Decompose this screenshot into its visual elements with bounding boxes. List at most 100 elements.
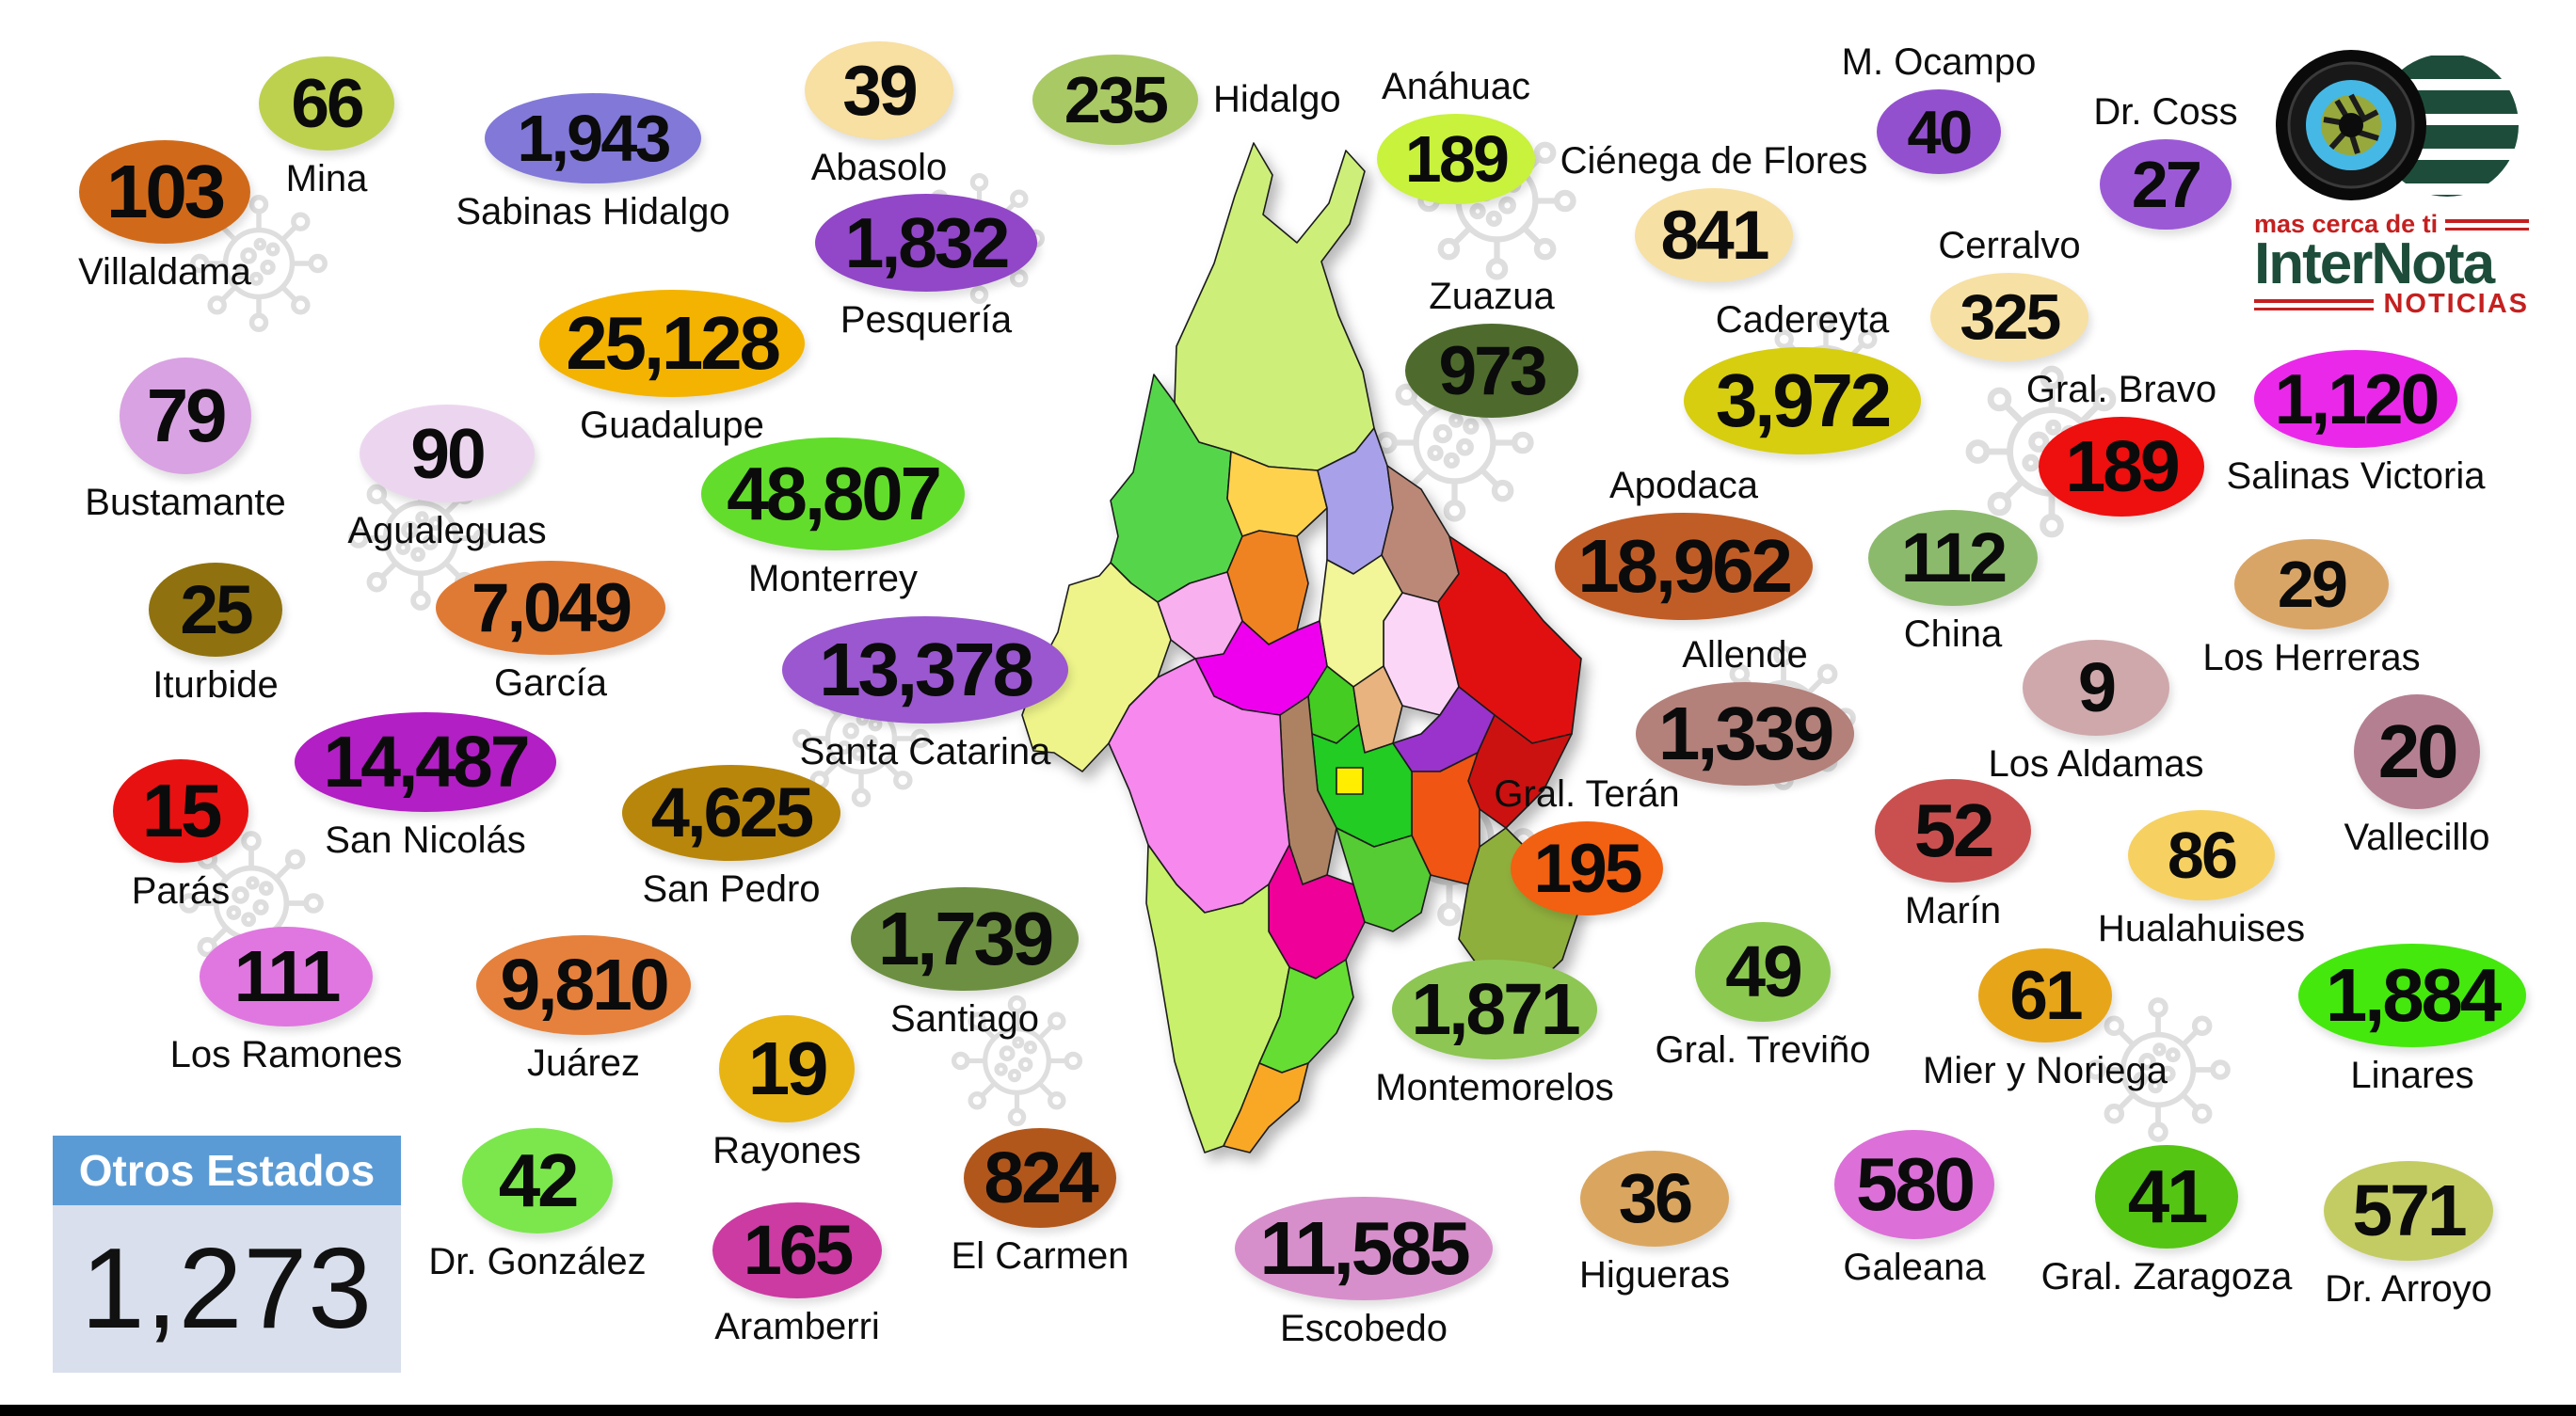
- municipality-bubble: 41 Gral. Zaragoza: [2041, 1145, 2292, 1297]
- case-count: 1,943: [517, 102, 671, 175]
- case-count: 18,962: [1577, 524, 1793, 608]
- case-count: 19: [747, 1026, 829, 1110]
- case-count: 3,972: [1715, 358, 1892, 442]
- internota-logo: mas cerca de ti InterNota NOTICIAS: [2254, 42, 2529, 319]
- municipality-bubble: 19 Rayones: [712, 1015, 861, 1171]
- municipality-label: Galeana: [1843, 1247, 1986, 1288]
- municipality-bubble: 29 Los Herreras: [2202, 539, 2421, 678]
- municipality-bubble: 79 Bustamante: [85, 358, 286, 523]
- case-count: 325: [1960, 281, 2061, 353]
- case-count: 235: [1064, 63, 1169, 136]
- municipality-bubble: 1,943 Sabinas Hidalgo: [456, 93, 730, 232]
- case-count: 1,339: [1657, 692, 1834, 775]
- municipality-label: Gral. Bravo: [2025, 369, 2217, 410]
- municipality-bubble: 1,339 Allende: [1636, 634, 1854, 786]
- municipality-bubble: 13,378 Santa Catarina: [782, 616, 1068, 772]
- case-count: 1,832: [844, 202, 1011, 282]
- municipality-label: Mier y Noriega: [1922, 1050, 2168, 1091]
- municipality-label: Higueras: [1578, 1254, 1731, 1296]
- municipality-bubble: 1,871 Montemorelos: [1375, 960, 1614, 1108]
- municipality-bubble: 1,832 Pesquería: [815, 194, 1037, 341]
- municipality-bubble: 11,585 Escobedo: [1235, 1197, 1493, 1349]
- case-count: 1,739: [877, 897, 1054, 980]
- case-count: 49: [1725, 931, 1803, 1012]
- municipality-label: Los Ramones: [169, 1034, 403, 1075]
- municipality-label: Zuazua: [1429, 276, 1555, 317]
- municipality-label: San Pedro: [642, 868, 821, 910]
- case-count: 25,128: [566, 301, 781, 385]
- municipality-bubble: 14,487 San Nicolás: [295, 712, 556, 861]
- camera-lens-icon: [2276, 50, 2519, 200]
- otros-estados-title: Otros Estados: [53, 1136, 401, 1205]
- municipality-bubble: 48,807 Monterrey: [701, 438, 965, 599]
- case-count: 13,378: [819, 628, 1034, 711]
- municipality-bubble: 235 Hidalgo: [1032, 55, 1341, 145]
- otros-estados-value: 1,273: [53, 1205, 401, 1373]
- case-count: 580: [1856, 1142, 1976, 1226]
- nuevo-leon-map: [1016, 132, 1591, 1167]
- municipality-label: Agualeguas: [347, 510, 547, 551]
- municipality-bubble: 90 Agualeguas: [347, 405, 547, 551]
- municipality-label: Dr. Coss: [2093, 91, 2238, 133]
- municipality-bubble: 165 Aramberri: [712, 1202, 882, 1347]
- municipality-label: Gral. Treviño: [1655, 1029, 1871, 1071]
- case-count: 40: [1907, 97, 1973, 167]
- case-count: 48,807: [727, 452, 942, 535]
- municipality-bubble: 112 China: [1868, 510, 2038, 655]
- municipality-bubble: 111 Los Ramones: [170, 927, 402, 1075]
- case-count: 9: [2077, 648, 2117, 726]
- municipality-label: Cerralvo: [1938, 225, 2081, 266]
- case-count: 195: [1533, 830, 1642, 907]
- municipality-label: Abasolo: [810, 147, 948, 188]
- case-count: 25: [180, 571, 253, 648]
- municipality-label: Pesquería: [840, 299, 1013, 341]
- case-count: 29: [2277, 548, 2348, 621]
- case-count: 189: [1404, 122, 1510, 196]
- case-count: 36: [1618, 1159, 1693, 1237]
- case-count: 39: [842, 50, 918, 130]
- municipality-label: Salinas Victoria: [2226, 455, 2486, 497]
- municipality-label: Sabinas Hidalgo: [456, 191, 730, 232]
- municipality-label: Villaldama: [78, 251, 251, 293]
- municipality-label: Dr. Arroyo: [2325, 1268, 2492, 1310]
- municipality-bubble: 9 Los Aldamas: [1988, 640, 2204, 785]
- municipality-bubble: 195 Gral. Terán: [1494, 773, 1680, 915]
- municipality-bubble: 1,884 Linares: [2298, 944, 2526, 1096]
- case-count: 4,625: [650, 773, 814, 851]
- municipality-label: Linares: [2350, 1055, 2474, 1096]
- municipality-bubble: 52 Marín: [1875, 779, 2031, 931]
- municipality-bubble: 841 Ciénega de Flores: [1560, 140, 1867, 282]
- municipality-label: El Carmen: [951, 1235, 1129, 1277]
- municipality-bubble: 27 Dr. Coss: [2093, 91, 2238, 230]
- municipality-label: Gral. Zaragoza: [2040, 1256, 2293, 1297]
- municipality-label: San Nicolás: [325, 819, 526, 861]
- municipality-label: China: [1903, 613, 2003, 655]
- municipality-bubble: 36 Higueras: [1579, 1151, 1730, 1296]
- municipality-label: Santiago: [890, 998, 1039, 1040]
- municipality-label: Juárez: [526, 1042, 641, 1084]
- case-count: 20: [2377, 709, 2459, 793]
- case-count: 61: [2009, 957, 2083, 1034]
- case-count: 973: [1438, 332, 1547, 409]
- municipality-label: Mina: [285, 158, 368, 199]
- municipality-label: Anáhuac: [1382, 66, 1530, 107]
- case-count: 42: [498, 1138, 580, 1222]
- municipality-label: Marín: [1904, 890, 2002, 931]
- logo-subtitle-row: NOTICIAS: [2254, 289, 2529, 320]
- case-count: 111: [233, 935, 342, 1017]
- municipality-bubble: 86 Hualahuises: [2098, 810, 2305, 949]
- municipality-label: M. Ocampo: [1841, 41, 2037, 83]
- case-count: 15: [141, 769, 223, 852]
- municipality-bubble: 25,128 Guadalupe: [539, 290, 805, 446]
- logo-subtitle-lines: [2254, 298, 2375, 310]
- logo-brand: InterNota: [2254, 231, 2495, 296]
- municipality-bubble: 7,049 García: [436, 561, 665, 704]
- municipality-bubble: 15 Parás: [113, 759, 248, 912]
- municipality-bubble: 189 Anáhuac: [1377, 66, 1535, 204]
- municipality-bubble: 580 Galeana: [1834, 1130, 1994, 1288]
- case-count: 1,884: [2325, 953, 2502, 1037]
- case-count: 14,487: [323, 721, 530, 803]
- municipality-bubble: 325 Cerralvo: [1930, 225, 2088, 361]
- municipality-label: Dr. González: [428, 1241, 647, 1282]
- municipality-label: Aramberri: [714, 1306, 880, 1347]
